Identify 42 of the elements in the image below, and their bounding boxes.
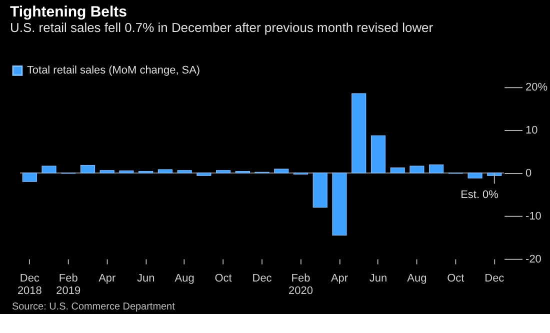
source-note: Source: U.S. Commerce Department	[12, 302, 176, 313]
bar	[468, 172, 482, 178]
bar	[80, 164, 96, 174]
x-tick-label: Dec 2018	[17, 272, 42, 298]
y-tick-label: 0	[526, 167, 532, 180]
x-tick-label: Dec	[252, 272, 272, 284]
chart-subtitle: U.S. retail sales fell 0.7% in December after previous month revised lower	[10, 20, 434, 36]
bar	[352, 93, 366, 174]
y-tick-label: -10	[526, 210, 542, 222]
bar	[42, 166, 56, 174]
x-tick-label: Feb 2020	[288, 272, 313, 298]
bar	[487, 172, 502, 176]
annotation: Est. 0%	[460, 188, 499, 201]
x-tick-label: Apr	[330, 272, 348, 284]
x-tick-label: Feb 2019	[56, 272, 81, 298]
bar	[312, 172, 328, 208]
bar	[119, 170, 134, 174]
bar	[216, 170, 231, 174]
y-tick-label: 20%	[526, 82, 548, 94]
bar	[100, 170, 114, 174]
bar	[158, 169, 172, 174]
bar	[22, 172, 37, 182]
x-tick-label: Dec	[484, 272, 505, 284]
x-tick-label: Apr	[98, 272, 116, 284]
legend-label: Total retail sales (MoM change, SA)	[26, 64, 200, 77]
x-tick-label: Jun	[369, 272, 388, 284]
chart-title: Tightening Belts	[10, 3, 127, 20]
bar	[390, 168, 405, 174]
x-tick-label: Aug	[174, 272, 194, 284]
bar	[177, 170, 192, 174]
x-tick-label: Oct	[214, 272, 232, 284]
bar	[332, 172, 347, 236]
x-tick-label: Jun	[136, 272, 155, 284]
y-tick-label: -20	[526, 253, 542, 266]
x-tick-label: Oct	[447, 272, 464, 284]
bar	[410, 166, 424, 174]
x-tick-label: Aug	[407, 272, 427, 284]
bar	[196, 172, 212, 176]
bar	[370, 135, 386, 174]
bar	[429, 164, 444, 174]
y-tick-label: 10	[526, 124, 538, 137]
bar	[274, 168, 289, 174]
